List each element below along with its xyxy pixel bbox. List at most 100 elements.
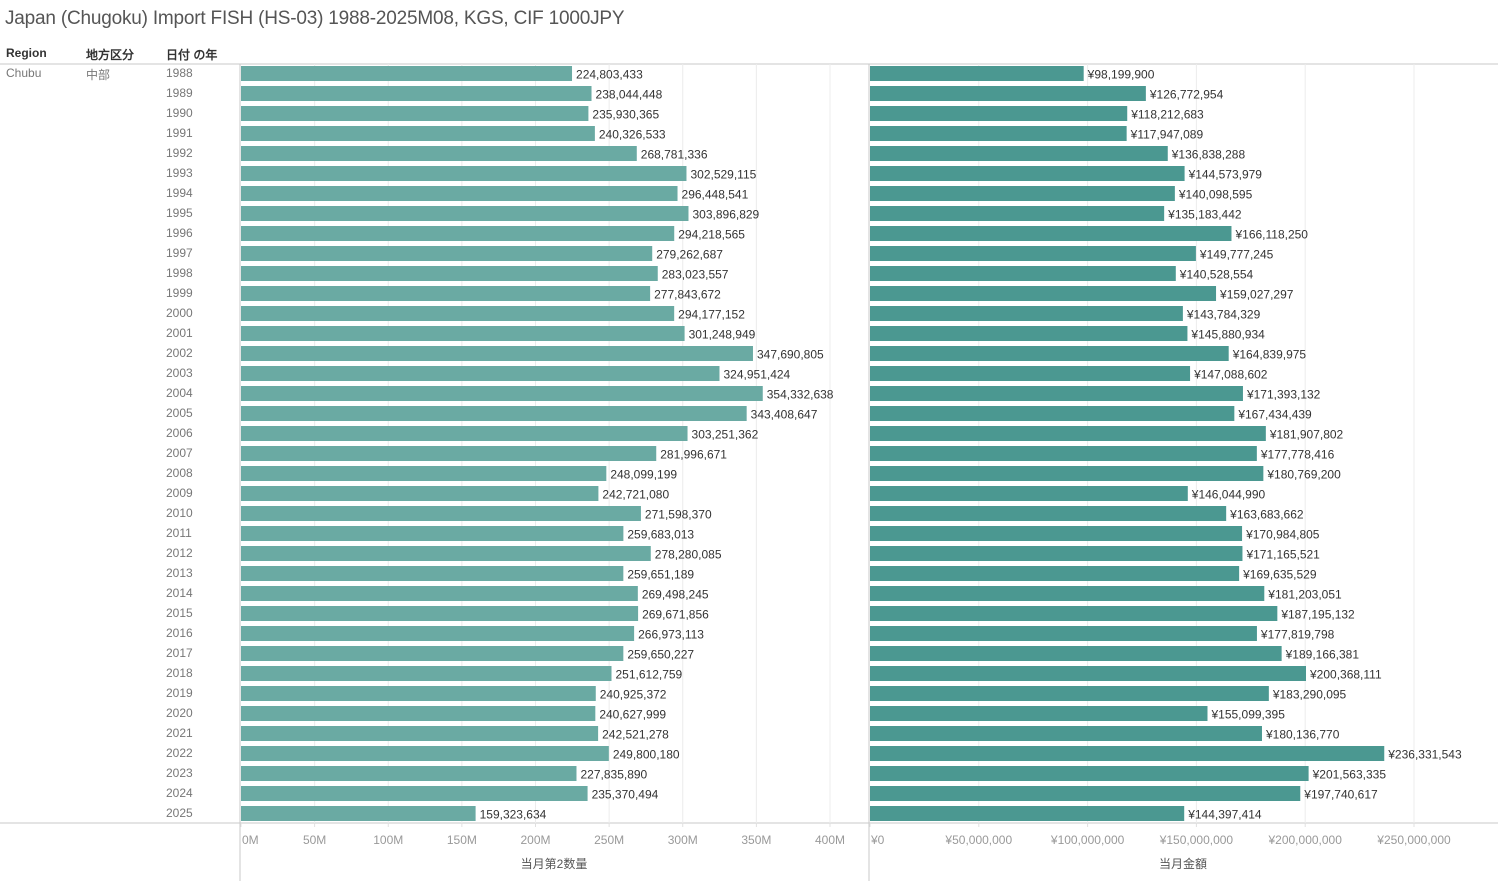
bar — [870, 746, 1385, 761]
bar-label: ¥149,777,245 — [1199, 248, 1274, 262]
year-label: 2002 — [166, 346, 193, 360]
bar — [241, 346, 753, 361]
tick-label: ¥100,000,000 — [1050, 833, 1125, 847]
bar-label: 269,671,856 — [642, 608, 709, 622]
bar — [870, 186, 1175, 201]
bar-label: ¥187,195,132 — [1280, 608, 1355, 622]
year-label: 2008 — [166, 466, 193, 480]
bar-label: ¥167,434,439 — [1237, 408, 1312, 422]
bar — [241, 386, 763, 401]
year-label: 2018 — [166, 666, 193, 680]
bar — [241, 586, 638, 601]
tick-label: 0M — [242, 833, 259, 847]
bar-label: ¥135,183,442 — [1167, 208, 1242, 222]
year-label: 2007 — [166, 446, 193, 460]
bar — [870, 786, 1301, 801]
tick-label: 150M — [447, 833, 477, 847]
bar — [241, 366, 720, 381]
header-year[interactable]: 日付 の年 — [166, 48, 218, 62]
bar — [870, 526, 1243, 541]
bar-label: ¥171,393,132 — [1246, 388, 1321, 402]
bar-label: 278,280,085 — [655, 548, 722, 562]
bar — [241, 466, 607, 481]
year-label: 2009 — [166, 486, 193, 500]
bar-label: 238,044,448 — [596, 88, 663, 102]
year-label: 1994 — [166, 186, 193, 200]
bar — [241, 506, 641, 521]
bar — [241, 666, 612, 681]
bar-label: 303,251,362 — [692, 428, 759, 442]
bar — [870, 806, 1185, 821]
bar — [241, 426, 688, 441]
header-region[interactable]: Region — [6, 46, 47, 60]
bar-label: ¥201,563,335 — [1312, 768, 1387, 782]
bar-label: 303,896,829 — [692, 208, 759, 222]
bar — [870, 606, 1278, 621]
bar — [241, 166, 687, 181]
bar — [241, 446, 657, 461]
year-label: 2010 — [166, 506, 193, 520]
bar — [241, 186, 678, 201]
x-axis-title: 当月第2数量 — [521, 856, 588, 871]
bar — [241, 786, 588, 801]
bar — [241, 106, 589, 121]
tick-label: ¥150,000,000 — [1159, 833, 1234, 847]
header-area[interactable]: 地方区分 — [86, 48, 135, 62]
year-label: 2024 — [166, 786, 193, 800]
bar — [241, 486, 599, 501]
bar — [241, 206, 689, 221]
bar — [241, 646, 624, 661]
bar-label: 242,521,278 — [602, 728, 669, 742]
bar — [870, 306, 1183, 321]
year-label: 1991 — [166, 126, 193, 140]
bar-label: ¥166,118,250 — [1234, 228, 1308, 242]
bar — [870, 246, 1196, 261]
bar-label: 279,262,687 — [656, 248, 723, 262]
bar-label: ¥145,880,934 — [1190, 328, 1265, 342]
bar-label: ¥118,212,683 — [1130, 108, 1204, 122]
bar — [870, 286, 1217, 301]
year-label: 2022 — [166, 746, 193, 760]
bar — [870, 346, 1229, 361]
bar — [870, 146, 1168, 161]
year-label: 2023 — [166, 766, 193, 780]
bar-label: ¥169,635,529 — [1242, 568, 1317, 582]
bar — [241, 606, 639, 621]
bar — [241, 246, 653, 261]
bar — [241, 286, 651, 301]
year-label: 1997 — [166, 246, 193, 260]
year-label: 1993 — [166, 166, 193, 180]
bar-label: 227,835,890 — [580, 768, 647, 782]
bar-label: ¥181,907,802 — [1269, 428, 1344, 442]
year-label: 2000 — [166, 306, 193, 320]
bar — [870, 706, 1208, 721]
bar — [241, 766, 577, 781]
year-label: 1996 — [166, 226, 193, 240]
area-label: 中部 — [86, 68, 111, 82]
bar-label: ¥140,528,554 — [1179, 268, 1254, 282]
panel-amount: ¥0 ¥50,000,000 ¥100,000,000 ¥150,000,000 ¥20… — [868, 64, 1462, 881]
bar — [870, 106, 1128, 121]
year-label: 2019 — [166, 686, 193, 700]
bar-label: 296,448,541 — [682, 188, 749, 202]
bar — [241, 566, 624, 581]
bar-label: 268,781,336 — [641, 148, 708, 162]
bar-label: ¥164,839,975 — [1232, 348, 1307, 362]
year-label: 1988 — [166, 66, 193, 80]
bar-label: 269,498,245 — [642, 588, 709, 602]
bar-label: ¥197,740,617 — [1303, 788, 1378, 802]
bar — [241, 266, 658, 281]
bar-label: 277,843,672 — [654, 288, 721, 302]
bar — [241, 66, 573, 81]
bar-label: 248,099,199 — [610, 468, 677, 482]
bar — [870, 566, 1240, 581]
year-label: 2012 — [166, 546, 193, 560]
bar — [241, 226, 675, 241]
bar — [870, 506, 1227, 521]
bar-label: ¥147,088,602 — [1193, 368, 1268, 382]
bar-label: ¥171,165,521 — [1245, 548, 1320, 562]
year-label: 2020 — [166, 706, 193, 720]
bar-label: 240,326,533 — [599, 128, 666, 142]
year-label: 1989 — [166, 86, 193, 100]
bar — [870, 86, 1146, 101]
